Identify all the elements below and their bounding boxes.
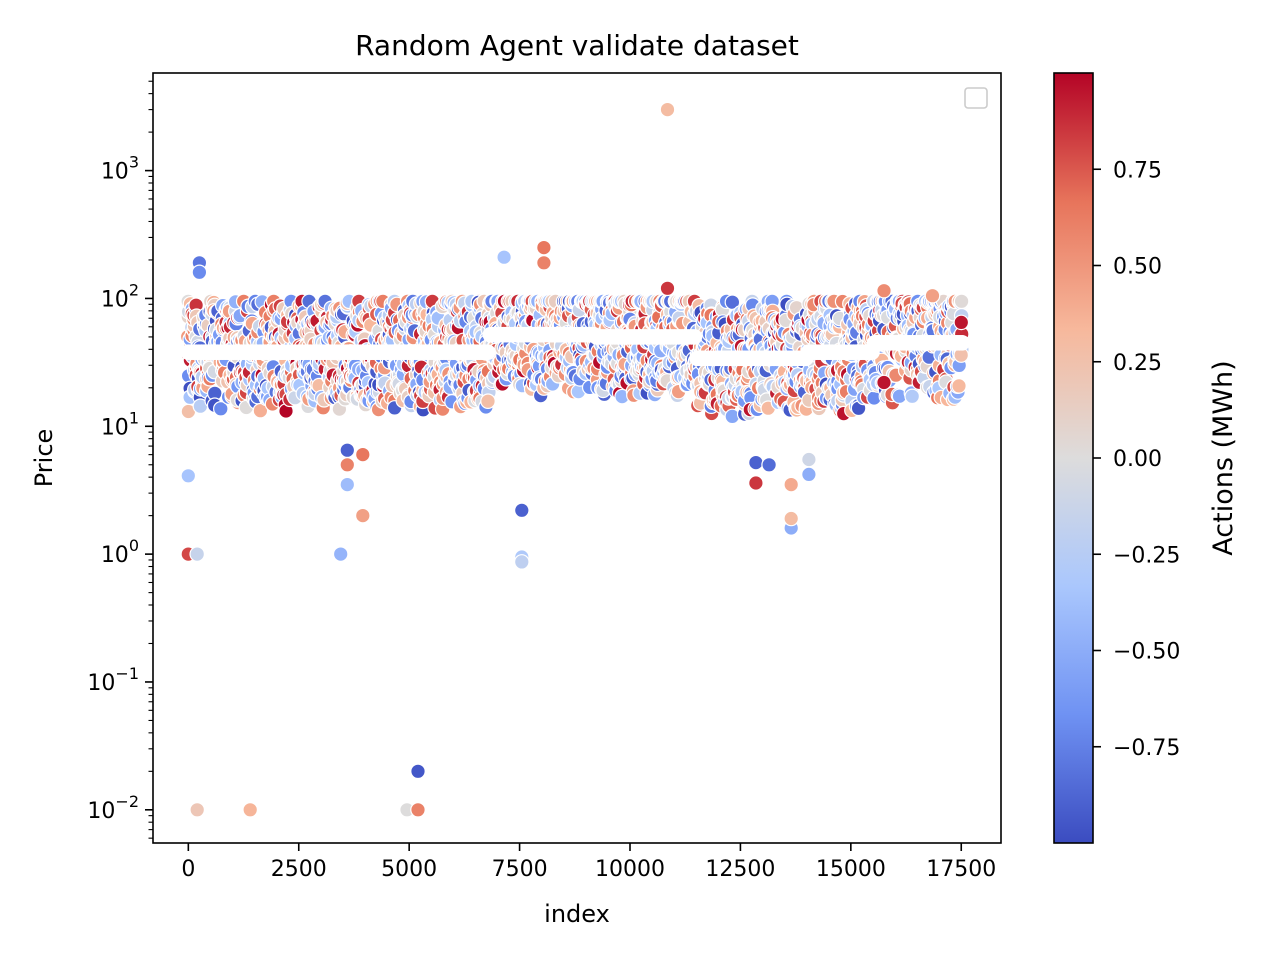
data-point <box>242 801 258 818</box>
x-tick-label: 5000 <box>381 857 437 882</box>
data-point <box>191 264 208 281</box>
y-axis: 10−2 10−1 100 101 102 103 <box>87 80 153 839</box>
data-point <box>876 282 892 299</box>
plot-frame <box>152 72 1002 844</box>
colorbar-tick-label: −0.25 <box>1113 543 1180 568</box>
legend-box <box>964 87 988 109</box>
data-point <box>951 378 967 394</box>
data-point <box>496 249 512 266</box>
data-point <box>536 239 552 256</box>
data-point <box>479 344 496 360</box>
data-point <box>213 400 229 417</box>
data-point <box>904 388 920 405</box>
data-point <box>748 475 764 491</box>
data-point <box>953 314 970 331</box>
data-point <box>801 451 817 468</box>
x-tick-label: 10000 <box>595 857 665 882</box>
data-point <box>410 763 426 780</box>
data-point <box>252 402 269 419</box>
data-point <box>339 476 356 493</box>
colorbar-tick-label: 0.75 <box>1113 158 1162 183</box>
x-tick-label: 7500 <box>492 857 548 882</box>
data-point <box>480 393 496 409</box>
data-point <box>332 546 349 562</box>
data-point <box>536 254 552 271</box>
data-point <box>354 446 371 463</box>
data-point <box>686 329 703 345</box>
y-tick-label: 10−2 <box>87 792 139 824</box>
y-tick-label: 103 <box>101 153 139 185</box>
data-point <box>513 502 530 519</box>
data-point <box>659 280 676 297</box>
y-tick-label: 101 <box>101 408 139 440</box>
x-tick-label: 2500 <box>271 857 327 882</box>
data-point <box>748 454 764 471</box>
data-point <box>954 334 970 351</box>
data-point <box>513 554 530 570</box>
data-point <box>783 476 799 493</box>
y-tick-label: 102 <box>101 280 139 312</box>
x-axis-label: index <box>544 900 610 928</box>
data-point <box>783 510 799 527</box>
y-axis-label: Price <box>30 429 58 488</box>
colorbar-tick-label: 0.00 <box>1113 447 1162 472</box>
data-point <box>410 801 426 818</box>
chart-title: Random Agent validate dataset <box>355 29 799 62</box>
data-point <box>189 801 205 818</box>
x-axis: 0 2500 5000 7500 10000 12500 15000 17500 <box>181 843 996 882</box>
data-point <box>876 374 892 391</box>
x-tick-label: 17500 <box>926 857 996 882</box>
colorbar-tick-label: −0.50 <box>1113 640 1180 665</box>
data-point <box>339 442 356 458</box>
colorbar-tick-label: 0.25 <box>1113 351 1162 376</box>
colorbar <box>1053 72 1094 844</box>
colorbar-tick-label: 0.50 <box>1113 255 1162 280</box>
data-point <box>180 467 197 484</box>
data-point <box>659 101 676 118</box>
x-tick-label: 15000 <box>816 857 886 882</box>
data-point <box>761 456 777 473</box>
colorbar-label: Actions (MWh) <box>1208 360 1239 555</box>
data-point <box>953 293 970 310</box>
colorbar-axis: −0.75 −0.50 −0.25 0.00 0.25 0.50 0.75 <box>1093 158 1180 761</box>
y-tick-label: 10−1 <box>87 664 139 696</box>
colorbar-tick-label: −0.75 <box>1113 736 1180 761</box>
data-point <box>801 466 817 483</box>
data-point <box>354 507 371 524</box>
y-tick-label: 100 <box>101 536 139 568</box>
data-point <box>924 287 941 304</box>
x-tick-label: 0 <box>181 857 195 882</box>
data-point <box>339 456 356 473</box>
data-point <box>189 546 205 562</box>
scatter-points <box>179 101 970 818</box>
x-tick-label: 12500 <box>705 857 775 882</box>
